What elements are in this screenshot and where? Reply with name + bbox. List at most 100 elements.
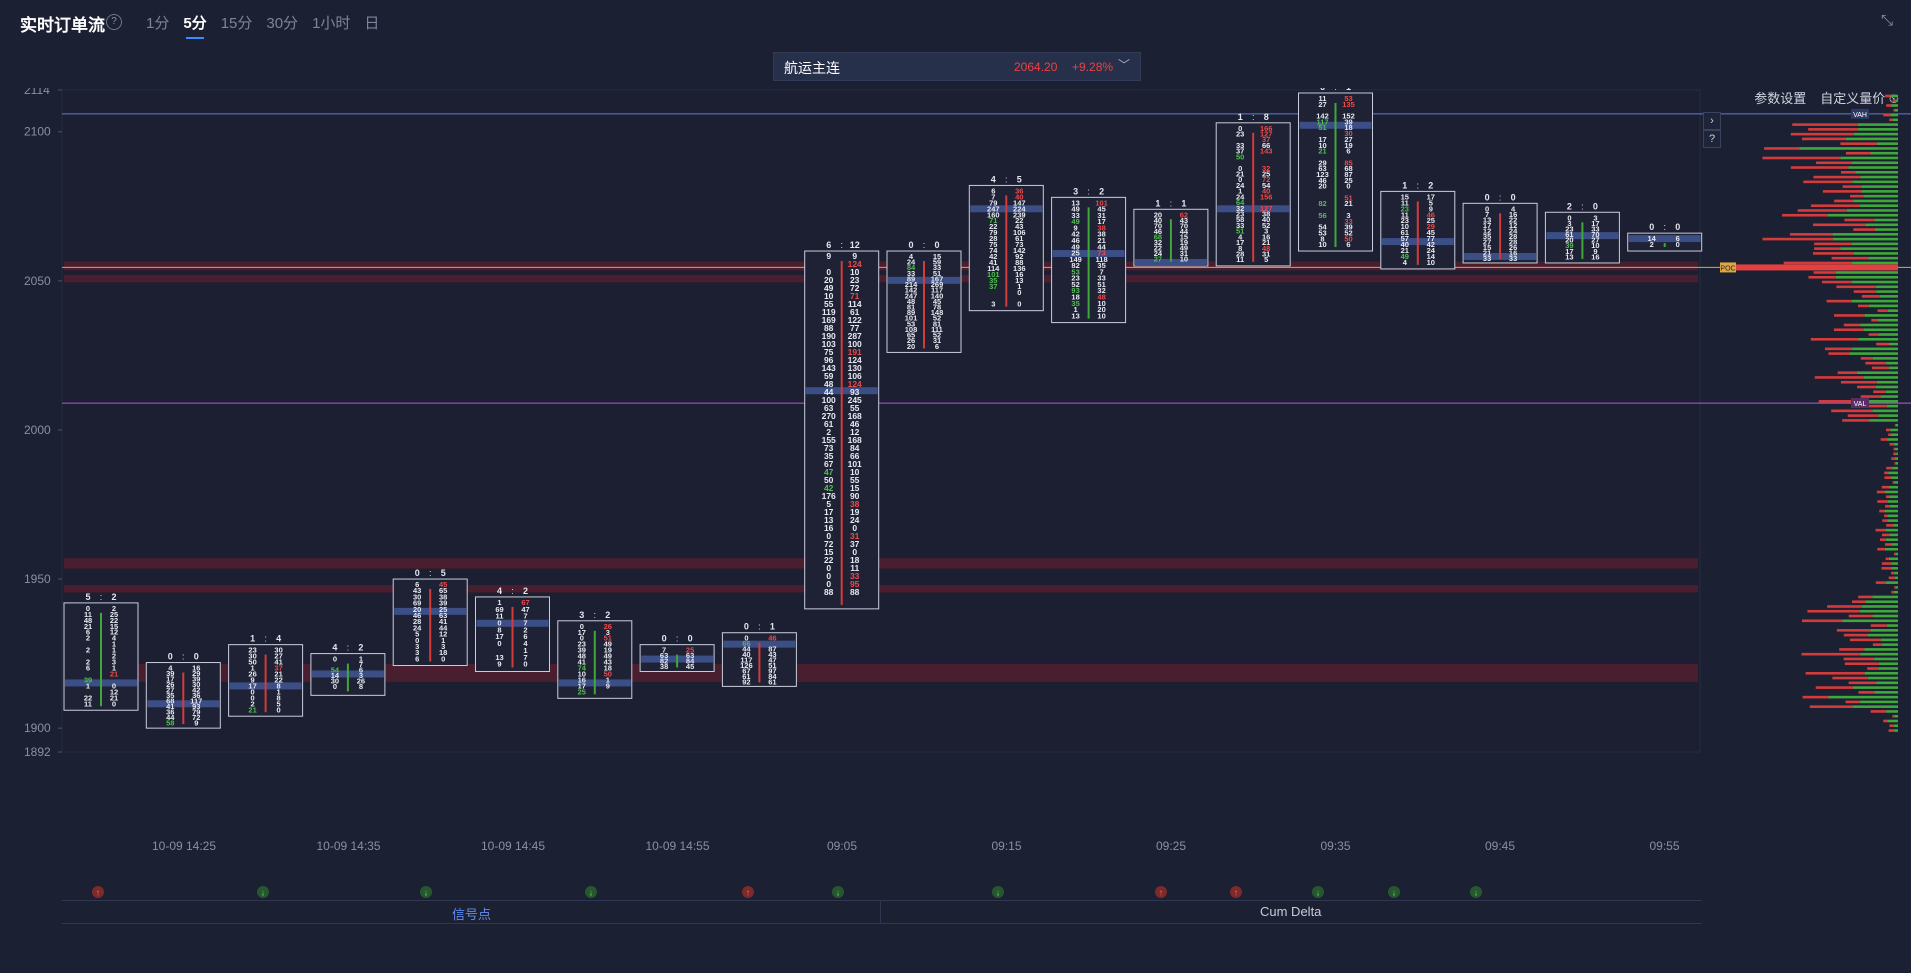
signal-marker[interactable]: [742, 886, 754, 898]
ask-volume: 29: [192, 669, 200, 678]
bid-volume: 16: [824, 523, 834, 533]
signal-marker[interactable]: [1470, 886, 1482, 898]
tab-cum-delta[interactable]: Cum Delta: [1260, 904, 1322, 919]
ask-volume: 39: [439, 599, 447, 608]
plot-area[interactable]: [61, 89, 1701, 753]
custom-volume-price-button[interactable]: 自定义量价 ⏲: [1820, 88, 1899, 107]
tab-1h[interactable]: 1小时: [312, 15, 351, 32]
volume-profile-bar-sell: [1879, 538, 1887, 541]
volume-profile-bar-sell: [1852, 600, 1866, 604]
ask-volume: 18: [439, 648, 447, 657]
footprint-chart[interactable]: 2114 2100 2050 2000 1950 1900 1892 10-09 14:25 1…: [0, 82, 1911, 928]
bid-volume: 26: [166, 680, 174, 689]
ask-volume: 37: [1262, 135, 1270, 144]
bid-volume: 15: [824, 547, 834, 557]
tab-day[interactable]: 日: [364, 15, 380, 32]
tab-15m[interactable]: 15分: [220, 15, 253, 32]
volume-profile-bar-sell: [1813, 271, 1836, 274]
volume-profile-bar-sell: [1871, 366, 1889, 370]
volume-profile-bar-sell: [1849, 638, 1881, 642]
signal-marker[interactable]: [420, 886, 432, 898]
signal-marker[interactable]: [1155, 886, 1167, 898]
volume-profile-bar-sell: [1790, 132, 1854, 136]
val-label-bg: [1851, 398, 1869, 409]
volume-profile-bar-sell: [1860, 357, 1873, 360]
ask-volume: 46: [850, 419, 860, 429]
bid-volume: 2: [826, 427, 831, 437]
volume-profile-bar-buy: [1840, 247, 1898, 250]
signal-marker[interactable]: [832, 886, 844, 898]
ask-volume: 70: [1591, 230, 1599, 239]
bid-volume: 4: [909, 252, 914, 261]
volume-profile-bar-buy: [1868, 304, 1898, 308]
side-help-button[interactable]: ?: [1703, 130, 1721, 148]
volume-profile-bar-buy: [1893, 524, 1898, 527]
tab-signal-points[interactable]: 信号点: [452, 907, 492, 922]
volume-profile-bar-buy: [1893, 724, 1898, 728]
volume-profile-bar-sell: [1789, 233, 1833, 236]
bid-volume: 2: [86, 658, 90, 667]
bid-volume: 75: [824, 347, 834, 357]
bid-volume: 0: [333, 655, 337, 664]
ask-volume: 37: [850, 539, 860, 549]
ask-volume: 31: [933, 336, 941, 345]
ask-volume: 43: [1180, 216, 1188, 225]
bid-volume: 7: [662, 646, 666, 655]
symbol-selector[interactable]: 航运主连 2064.20 +9.28% ﹀: [773, 52, 1141, 81]
ask-volume: 47: [768, 656, 776, 665]
signal-marker[interactable]: [1312, 886, 1324, 898]
chevron-down-icon[interactable]: ﹀: [1118, 58, 1131, 72]
bid-volume: 100: [822, 395, 836, 405]
ask-volume: 33: [1097, 274, 1105, 283]
candle-head-sep: :: [1499, 192, 1502, 202]
params-settings-button[interactable]: 参数设置: [1754, 91, 1807, 106]
val-label: VAL: [1854, 401, 1867, 408]
volume-profile-bar-sell: [1876, 490, 1885, 494]
ask-volume: 21: [1097, 236, 1105, 245]
ask-volume: 25: [686, 646, 694, 655]
tab-1m[interactable]: 1分: [146, 15, 170, 32]
volume-profile-bar-buy: [1890, 476, 1898, 479]
signal-marker[interactable]: [992, 886, 1004, 898]
bid-volume: 32: [1236, 204, 1244, 213]
signal-marker[interactable]: [585, 886, 597, 898]
tab-5m[interactable]: 5分: [183, 12, 207, 39]
ask-volume: 52: [1344, 228, 1352, 237]
candle-head-bid: 0: [415, 568, 420, 578]
bid-volume: 41: [166, 702, 174, 711]
volume-profile-bar-buy: [1867, 633, 1898, 637]
volume-profile-bar-sell: [1842, 185, 1862, 188]
volume-profile-bar-sell: [1805, 671, 1865, 675]
volume-profile-bar-buy: [1861, 185, 1898, 188]
signal-marker[interactable]: [92, 886, 104, 898]
signal-marker[interactable]: [1230, 886, 1242, 898]
signal-marker[interactable]: [1388, 886, 1400, 898]
ask-volume: 31: [1180, 249, 1188, 258]
volume-profile-bar-buy: [1894, 481, 1898, 484]
shrink-icon[interactable]: ⤡: [1880, 12, 1893, 29]
bid-volume: 27: [1318, 100, 1326, 109]
volume-profile-bar-buy: [1852, 180, 1898, 184]
signal-marker[interactable]: [257, 886, 269, 898]
volume-profile-bar-sell: [1868, 333, 1879, 336]
ask-volume: 12: [850, 427, 860, 437]
ask-volume: 142: [1013, 246, 1026, 255]
volume-profile-bar-sell: [1881, 533, 1890, 537]
expand-panel-button[interactable]: ›: [1703, 112, 1721, 130]
bid-volume: 63: [1318, 164, 1326, 173]
ask-volume: 44: [1097, 242, 1106, 251]
price-level-band: [64, 261, 1698, 271]
volume-profile-bar-buy: [1840, 156, 1898, 160]
ask-volume: 111: [931, 325, 943, 334]
bid-volume: 23: [1565, 224, 1573, 233]
tab-30m[interactable]: 30分: [266, 15, 299, 32]
chart-toolbar: 参数设置 自定义量价 ⏲: [1754, 88, 1899, 107]
help-icon[interactable]: ?: [106, 14, 122, 30]
candle-head-ask: 12: [850, 240, 860, 250]
volume-profile-bar-buy: [1853, 199, 1898, 203]
ask-volume: 6: [935, 342, 939, 351]
bid-volume: 17: [248, 681, 256, 690]
bid-volume: 40: [1401, 240, 1409, 249]
ask-volume: 33: [850, 571, 860, 581]
